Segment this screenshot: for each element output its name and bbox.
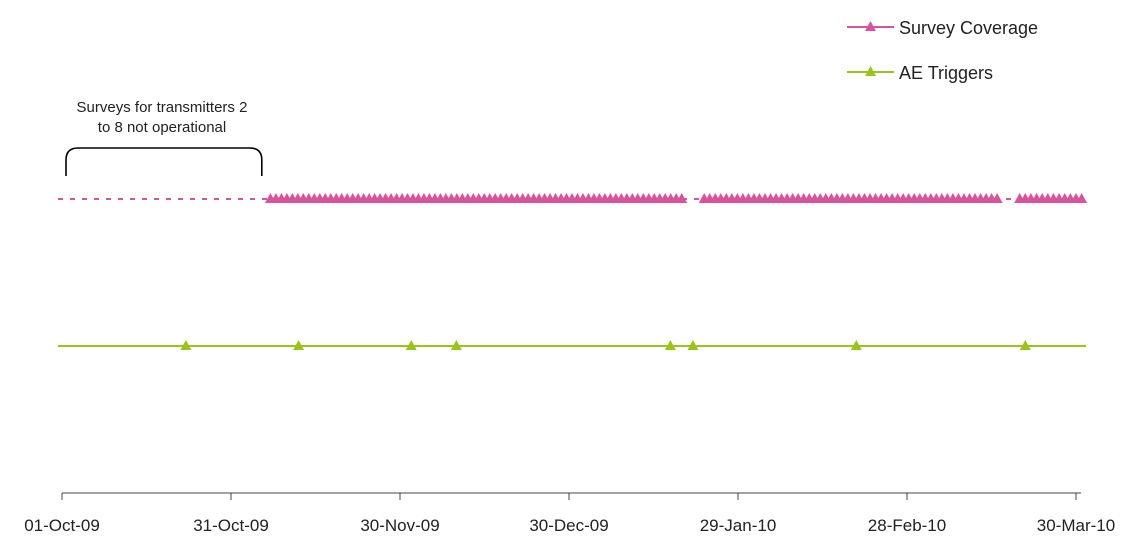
x-tick-label: 30-Mar-10 [1037, 516, 1115, 535]
ae-trigger-point [293, 340, 305, 350]
x-tick-label: 30-Nov-09 [360, 516, 439, 535]
survey-coverage-point [991, 193, 1003, 203]
x-tick-label: 28-Feb-10 [868, 516, 946, 535]
annotation: Surveys for transmitters 2 to 8 not oper… [65, 99, 263, 176]
legend-marker-survey-coverage [865, 21, 876, 31]
ae-trigger-point [450, 340, 462, 350]
ae-trigger-point [664, 340, 676, 350]
x-tick-label: 30-Dec-09 [529, 516, 608, 535]
ae-trigger-point [850, 340, 862, 350]
x-tick-label: 01-Oct-09 [24, 516, 100, 535]
legend-label-survey-coverage: Survey Coverage [899, 18, 1038, 38]
annotation-text-line-1: Surveys for transmitters 2 [77, 99, 248, 116]
survey-coverage-row [58, 193, 1088, 203]
legend-label-ae-triggers: AE Triggers [899, 63, 993, 83]
ae-trigger-point [180, 340, 192, 350]
ae-trigger-point [1019, 340, 1031, 350]
legend-item-survey-coverage: Survey Coverage [847, 18, 1038, 38]
survey-coverage-point [676, 193, 688, 203]
legend: Survey Coverage AE Triggers [847, 18, 1038, 83]
annotation-bracket [65, 147, 263, 176]
ae-trigger-point [687, 340, 699, 350]
legend-item-ae-triggers: AE Triggers [847, 63, 993, 83]
x-tick-label: 31-Oct-09 [193, 516, 269, 535]
survey-coverage-point [1076, 193, 1088, 203]
ae-trigger-point [405, 340, 417, 350]
x-axis: 01-Oct-09 31-Oct-09 30-Nov-09 30-Dec-09 29-J… [24, 492, 1115, 535]
annotation-text-line-2: to 8 not operational [98, 119, 226, 136]
x-tick-label: 29-Jan-10 [700, 516, 777, 535]
ae-triggers-row [58, 340, 1086, 350]
legend-marker-ae-triggers [865, 66, 876, 76]
